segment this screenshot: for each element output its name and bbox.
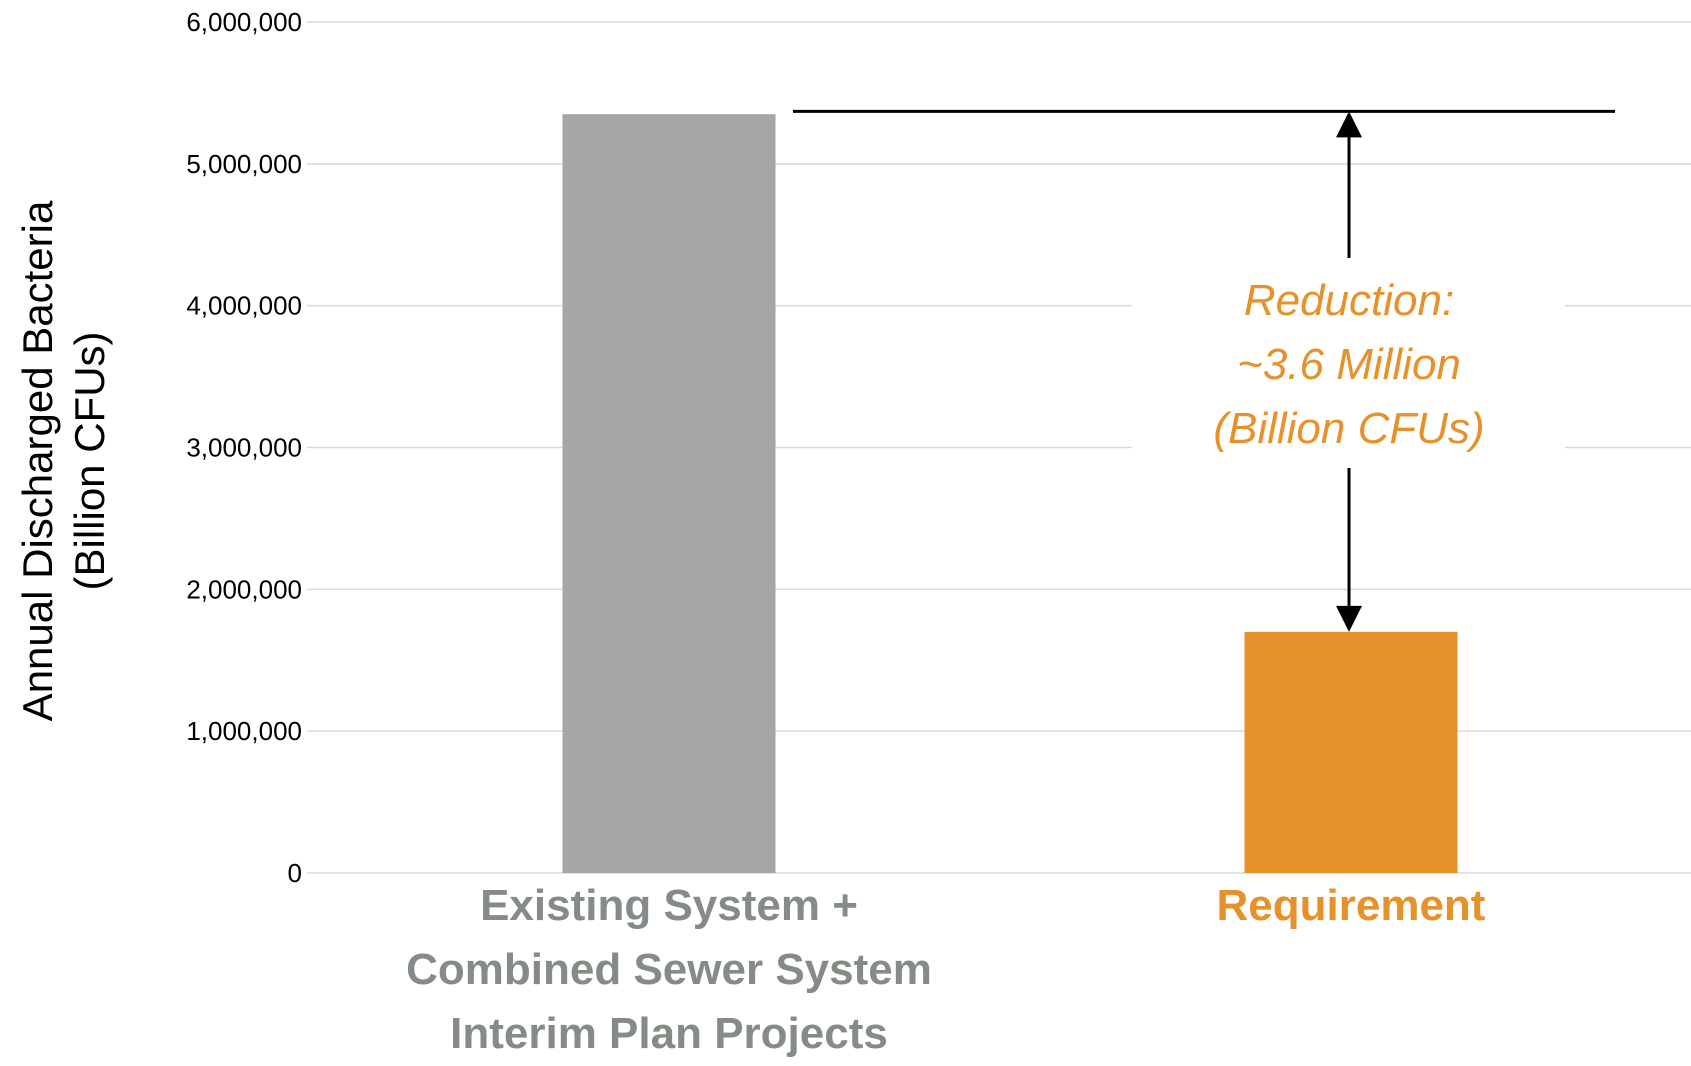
category-label-existing-system: Existing System + <box>480 881 858 930</box>
y-tick-label: 0 <box>288 858 302 888</box>
y-tick-label: 6,000,000 <box>186 7 302 37</box>
arrow-down-icon <box>1336 605 1362 632</box>
x-axis-categories: Existing System + Combined Sewer System In… <box>406 881 1486 1058</box>
bar-requirement <box>1244 631 1458 873</box>
category-label-existing-system: Interim Plan Projects <box>450 1009 888 1058</box>
y-tick-label: 1,000,000 <box>186 716 302 746</box>
y-tick-label: 5,000,000 <box>186 149 302 179</box>
category-label-existing-system: Combined Sewer System <box>406 945 932 994</box>
reduction-annotation: Reduction: ~3.6 Million (Billion CFUs) <box>1213 111 1485 632</box>
annotation-line: ~3.6 Million <box>1237 340 1461 389</box>
bar-existing-system <box>562 114 776 874</box>
y-tick-label: 4,000,000 <box>186 291 302 321</box>
annotation-line: Reduction: <box>1244 276 1454 325</box>
y-axis-label: (Billion CFUs) <box>66 331 113 590</box>
y-tick-label: 2,000,000 <box>186 574 302 604</box>
bars <box>562 114 1458 874</box>
annotation-line: (Billion CFUs) <box>1213 404 1484 453</box>
y-axis-title: Annual Discharged Bacteria (Billion CFUs) <box>14 200 113 721</box>
y-tick-label: 3,000,000 <box>186 433 302 463</box>
arrow-up-icon <box>1336 111 1362 138</box>
y-axis-ticks: 0 1,000,000 2,000,000 3,000,000 4,000,000 5,0… <box>186 7 302 888</box>
category-label-requirement: Requirement <box>1217 881 1486 930</box>
y-axis-label: Annual Discharged Bacteria <box>14 200 61 721</box>
